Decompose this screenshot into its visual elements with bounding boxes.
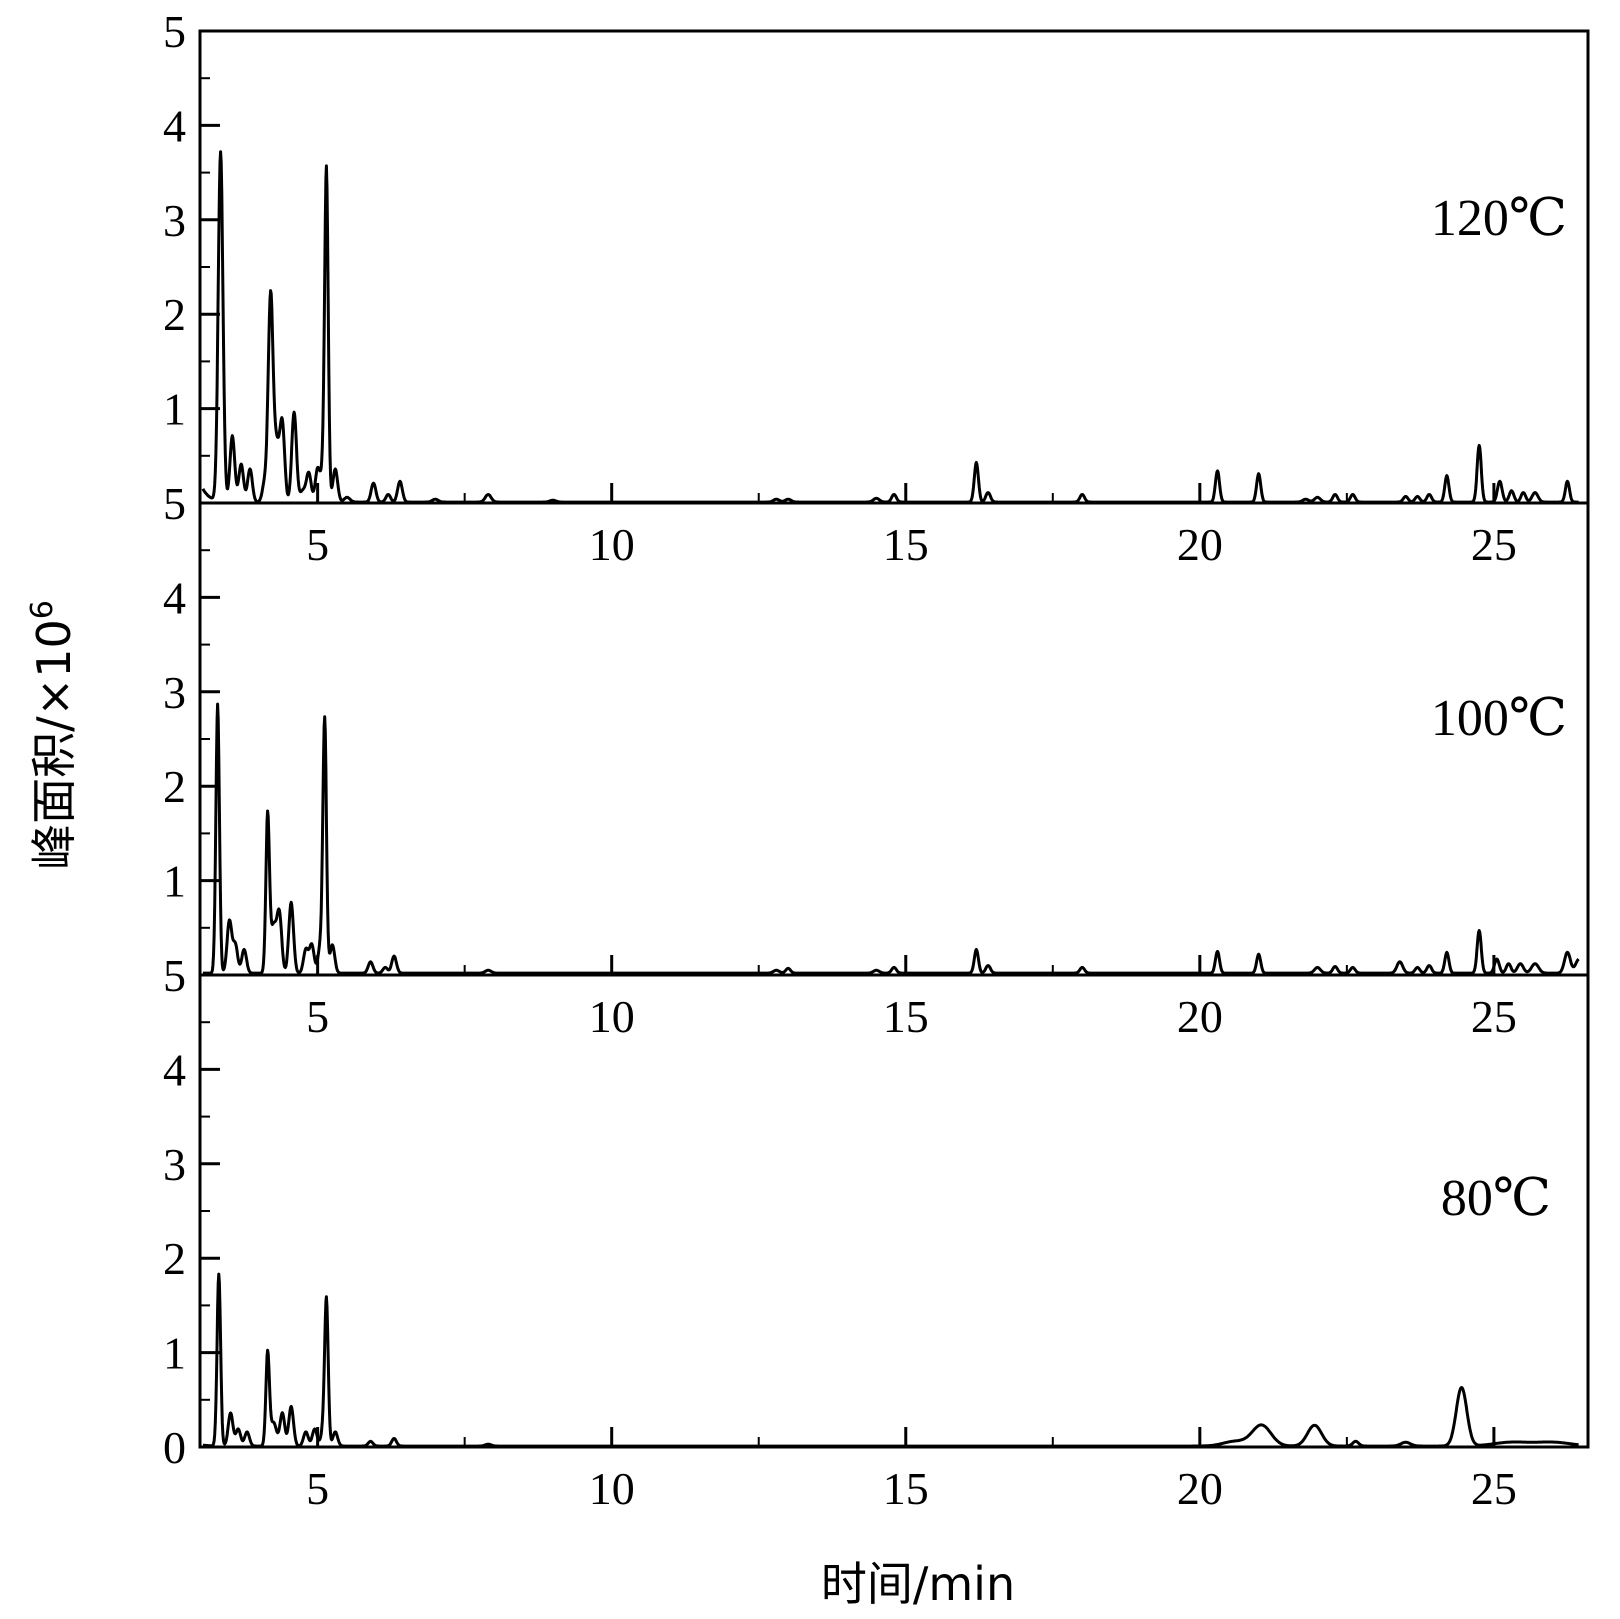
panel-bottom-y-tick-label-5: 5 bbox=[163, 950, 186, 1001]
series-label-middle: 100℃ bbox=[1431, 690, 1567, 747]
series-line-80℃ bbox=[202, 1272, 1580, 1448]
panel-middle-x-tick-label-10: 10 bbox=[589, 991, 635, 1042]
panel-middle-x-tick-label-5: 5 bbox=[306, 991, 329, 1042]
panel-middle-y-tick-label-2: 2 bbox=[163, 761, 186, 812]
panel-top-y-tick-label-3: 3 bbox=[163, 195, 186, 246]
panels-layer: 1 2 3 4 5 5 10 15 20 25 120℃ 1 2 3 4 5 5 10 15 20 25 100℃ 0 1 2 3… bbox=[163, 6, 1590, 1514]
plot-frame bbox=[198, 29, 1590, 1449]
panel-bottom-x-tick-label-20: 20 bbox=[1177, 1463, 1223, 1514]
series-line-100℃ bbox=[202, 702, 1580, 975]
y-axis-title: 峰面积/×106 bbox=[25, 600, 81, 870]
panel-bottom-x-tick-label-25: 25 bbox=[1471, 1463, 1517, 1514]
panel-top-x-tick-label-15: 15 bbox=[883, 519, 929, 570]
panel-bottom-y-tick-label-1: 1 bbox=[163, 1328, 186, 1379]
panel-bottom-y-tick-label-0: 0 bbox=[163, 1422, 186, 1473]
panel-bottom-y-tick-label-2: 2 bbox=[163, 1233, 186, 1284]
panel-middle-y-tick-label-3: 3 bbox=[163, 667, 186, 718]
panel-bottom-y-tick-label-4: 4 bbox=[163, 1044, 186, 1095]
panel-bottom-x-tick-label-5: 5 bbox=[306, 1463, 329, 1514]
panel-bottom-y-tick-label-3: 3 bbox=[163, 1139, 186, 1190]
panel-top-x-tick-label-5: 5 bbox=[306, 519, 329, 570]
panel-top-y-tick-label-1: 1 bbox=[163, 384, 186, 435]
panel-top-y-tick-label-5: 5 bbox=[163, 6, 186, 57]
panel-middle-x-tick-label-25: 25 bbox=[1471, 991, 1517, 1042]
series-label-top: 120℃ bbox=[1431, 190, 1567, 247]
panel-top-x-tick-label-10: 10 bbox=[589, 519, 635, 570]
panel-middle-y-tick-label-5: 5 bbox=[163, 478, 186, 529]
panel-top-x-tick-label-20: 20 bbox=[1177, 519, 1223, 570]
panel-middle-y-tick-label-4: 4 bbox=[163, 572, 186, 623]
panel-top: 1 2 3 4 5 5 10 15 20 25 120℃ bbox=[163, 6, 1588, 570]
series-label-bottom: 80℃ bbox=[1441, 1170, 1551, 1227]
y-axis-title-exponent: 6 bbox=[25, 600, 60, 619]
x-axis-title: 时间/min bbox=[821, 1557, 1015, 1611]
panel-middle-x-tick-label-20: 20 bbox=[1177, 991, 1223, 1042]
panel-middle-y-tick-label-1: 1 bbox=[163, 856, 186, 907]
panel-bottom: 0 1 2 3 4 5 5 10 15 20 25 80℃ bbox=[163, 950, 1588, 1514]
panel-top-y-tick-label-4: 4 bbox=[163, 100, 186, 151]
panel-top-x-tick-label-25: 25 bbox=[1471, 519, 1517, 570]
y-axis-title-main: 峰面积/×10 bbox=[27, 619, 81, 870]
panel-bottom-x-tick-label-15: 15 bbox=[883, 1463, 929, 1514]
panel-middle: 1 2 3 4 5 5 10 15 20 25 100℃ bbox=[163, 478, 1588, 1042]
series-line-120℃ bbox=[201, 150, 1580, 504]
panel-top-y-tick-label-2: 2 bbox=[163, 289, 186, 340]
panel-bottom-x-tick-label-10: 10 bbox=[589, 1463, 635, 1514]
panel-middle-x-tick-label-15: 15 bbox=[883, 991, 929, 1042]
